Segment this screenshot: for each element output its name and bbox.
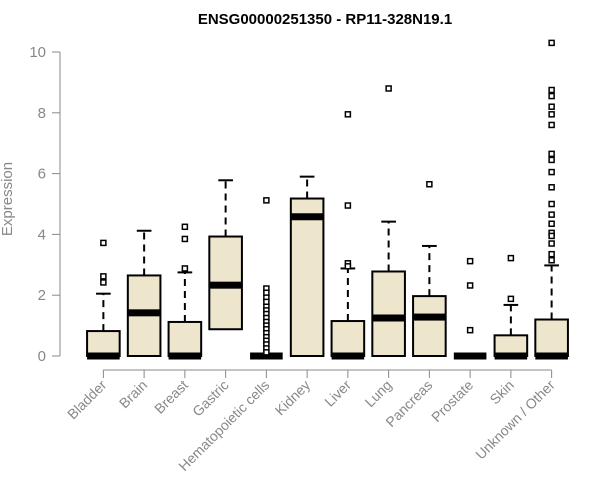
median-breast: [168, 352, 202, 360]
median-brain: [127, 309, 161, 317]
box-body-bladder: [86, 330, 121, 357]
outlier-unknown-other-8: [548, 168, 555, 176]
y-axis-title: Expression: [0, 162, 16, 236]
x-tick-label-liver: Liver: [321, 377, 354, 410]
x-tick-label-prostate: Prostate: [428, 377, 476, 425]
outlier-liver-1: [344, 202, 352, 209]
outlier-unknown-other-5: [548, 121, 555, 129]
outlier-unknown-other-17: [548, 256, 555, 264]
box-body-unknown-other: [534, 318, 569, 357]
y-tick-label-0: 0: [38, 348, 46, 365]
x-tick-label-lung: Lung: [361, 377, 394, 410]
median-bladder: [87, 352, 120, 360]
box-breast: [167, 223, 203, 360]
x-tick-label-brain: Brain: [116, 377, 150, 411]
median-skin: [494, 352, 528, 360]
outlier-unknown-other-3: [548, 103, 555, 110]
outlier-prostate-1: [466, 282, 474, 289]
median-liver: [331, 352, 365, 360]
outlier-unknown-other-10: [548, 200, 555, 208]
outlier-unknown-other-7: [548, 156, 555, 164]
box-body-pancreas: [412, 295, 447, 357]
outlier-prostate-2: [466, 326, 474, 334]
box-liver: [330, 111, 366, 360]
y-axis: 0 2 4 6 8 10: [29, 44, 61, 365]
box-brain: [126, 229, 162, 357]
x-tick-label-skin: Skin: [486, 377, 517, 408]
outlier-lung-0: [385, 85, 392, 92]
outlier-liver-3: [344, 263, 352, 270]
outlier-unknown-other-9: [548, 184, 555, 191]
outlier-unknown-other-16: [548, 250, 555, 258]
y-tick-label-2: 2: [38, 287, 46, 304]
median-gastric: [209, 281, 242, 289]
outlier-unknown-other-4: [548, 111, 555, 118]
outlier-prostate-0: [466, 257, 474, 265]
outlier-hematopoietic-cells-0: [263, 197, 270, 204]
outlier-unknown-other-2: [548, 92, 555, 100]
outlier-unknown-other-11: [548, 211, 555, 218]
outlier-bladder-0: [100, 239, 107, 247]
box-lung: [371, 85, 406, 358]
outlier-unknown-other-0: [548, 39, 555, 47]
outlier-pancreas-0: [426, 180, 433, 188]
box-body-lung: [371, 270, 406, 358]
median-lung: [372, 314, 405, 322]
outlier-unknown-other-15: [548, 240, 555, 247]
median-prostate: [453, 352, 487, 360]
outlier-liver-0: [344, 111, 352, 118]
box-pancreas: [412, 180, 447, 357]
outlier-breast-0: [181, 223, 189, 231]
median-hematopoietic-cells: [250, 352, 283, 360]
box-skin: [493, 254, 529, 360]
y-tick-label-10: 10: [29, 44, 46, 61]
outlier-skin-0: [507, 254, 515, 262]
box-body-liver: [330, 320, 366, 358]
median-kidney: [290, 213, 324, 221]
box-body-kidney: [289, 197, 325, 357]
outlier-hematopoietic-cells-17: [263, 349, 270, 356]
median-pancreas: [413, 313, 446, 321]
outlier-unknown-other-1: [548, 86, 555, 94]
chart-title: ENSG00000251350 - RP11-328N19.1: [198, 11, 452, 28]
box-prostate: [453, 257, 487, 360]
y-tick-label-4: 4: [38, 226, 46, 243]
outlier-unknown-other-12: [548, 220, 555, 228]
outlier-breast-1: [181, 235, 189, 243]
boxplot-group: [86, 39, 569, 360]
outlier-unknown-other-14: [548, 232, 555, 240]
x-tick-label-kidney: Kidney: [272, 377, 314, 419]
box-hematopoietic-cells: [250, 197, 283, 360]
median-unknown-other: [535, 352, 568, 360]
y-tick-label-6: 6: [38, 166, 46, 183]
y-tick-label-8: 8: [38, 105, 46, 122]
box-bladder: [86, 239, 121, 360]
x-tick-label-bladder: Bladder: [64, 377, 110, 423]
x-tick-label-breast: Breast: [151, 377, 191, 417]
box-body-breast: [167, 320, 203, 357]
box-unknown-other: [534, 39, 569, 360]
outlier-bladder-2: [100, 279, 107, 286]
outlier-skin-1: [507, 295, 515, 303]
outlier-bladder-1: [100, 273, 107, 280]
box-kidney: [289, 175, 325, 357]
outlier-unknown-other-6: [548, 150, 555, 158]
box-gastric: [208, 179, 243, 331]
outlier-breast-2: [181, 265, 189, 272]
